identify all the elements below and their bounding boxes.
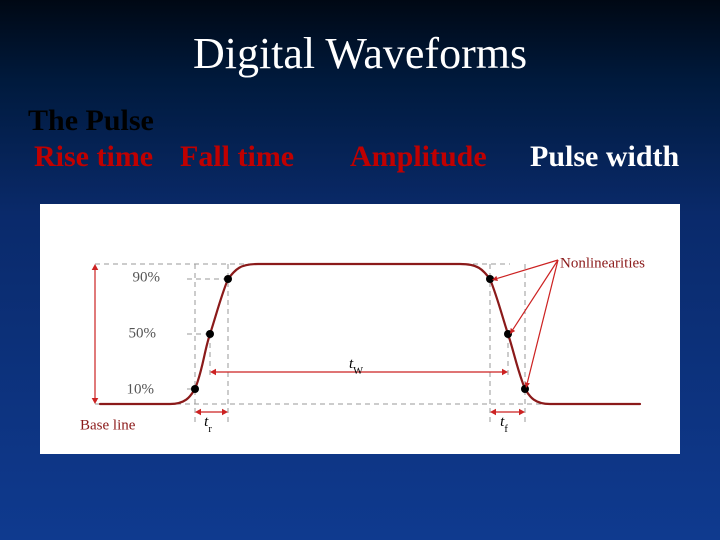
slide-title: Digital Waveforms — [0, 28, 720, 79]
label-fall-time: Fall time — [180, 140, 294, 174]
pulse-figure: 90% 50% 10% Base line Nonlinearities tW tr tf — [40, 204, 680, 454]
svg-text:10%: 10% — [127, 381, 155, 397]
svg-text:50%: 50% — [129, 325, 157, 341]
svg-text:tr: tr — [204, 414, 212, 435]
pulse-svg: 90% 50% 10% Base line Nonlinearities tW tr tf — [40, 204, 680, 454]
svg-text:tW: tW — [349, 356, 363, 377]
svg-text:90%: 90% — [133, 269, 161, 285]
label-rise-time: Rise time — [34, 140, 153, 174]
label-the-pulse: The Pulse — [28, 104, 154, 138]
label-amplitude: Amplitude — [350, 140, 487, 174]
svg-text:Base line: Base line — [80, 417, 136, 433]
label-pulse-width: Pulse width — [530, 140, 679, 174]
slide: Digital Waveforms The Pulse Rise time Fa… — [0, 0, 720, 540]
svg-text:Nonlinearities: Nonlinearities — [560, 255, 645, 271]
svg-text:tf: tf — [500, 414, 508, 435]
